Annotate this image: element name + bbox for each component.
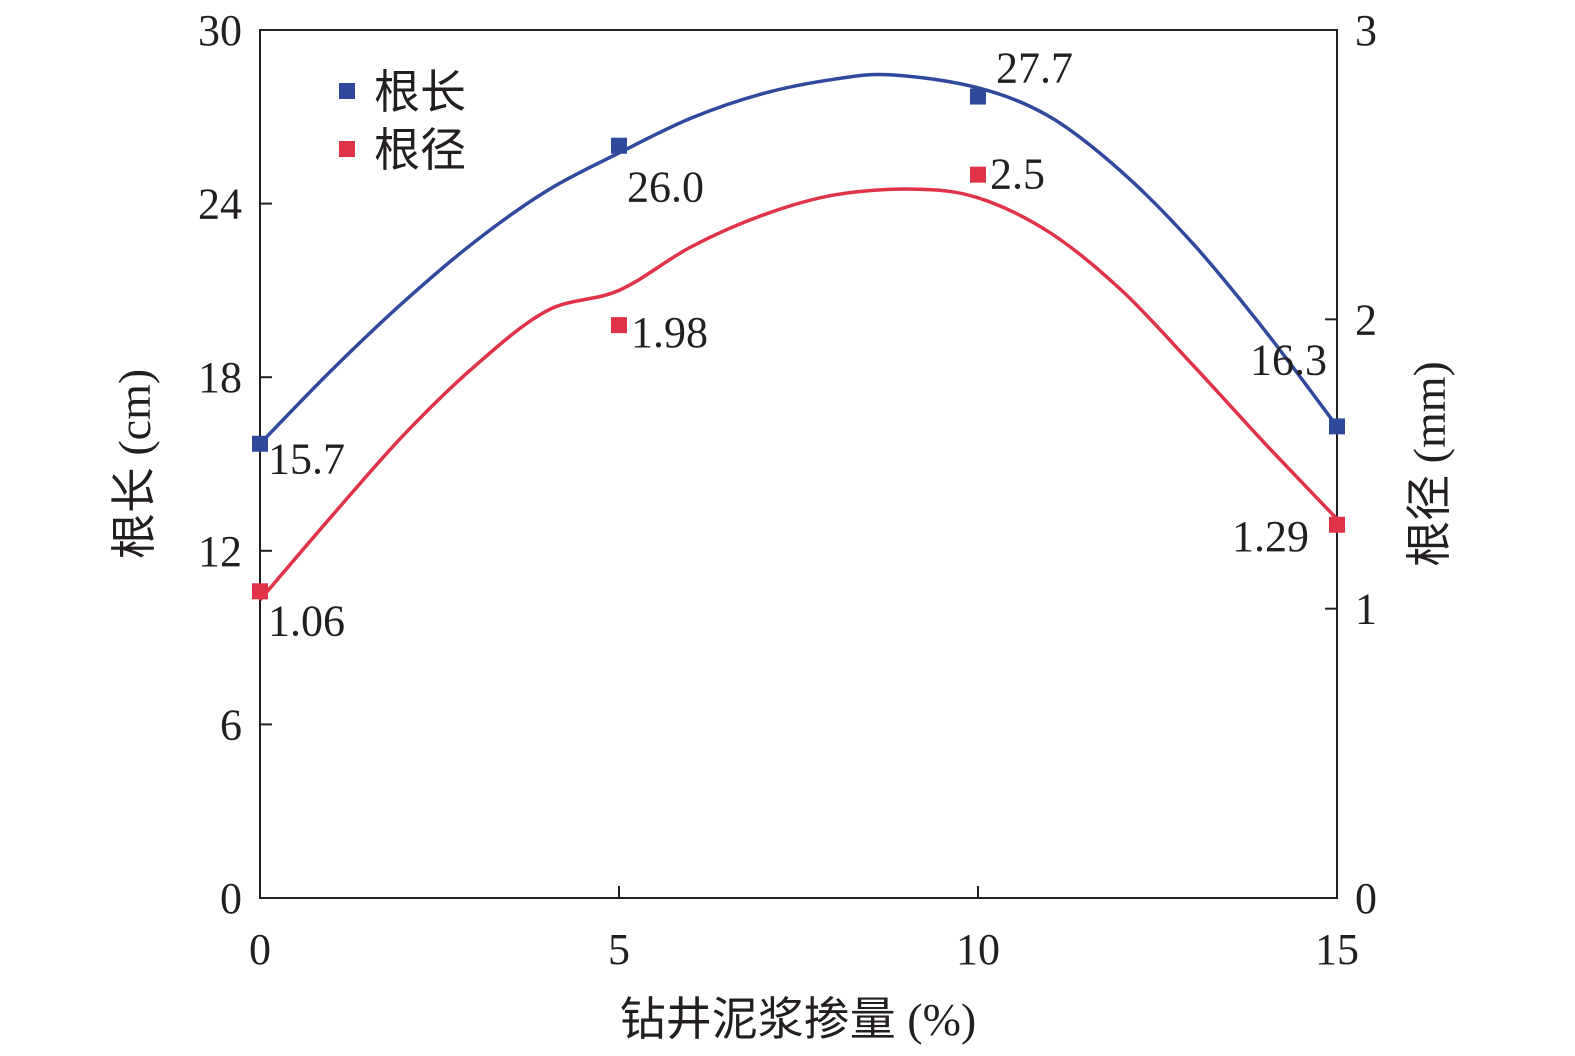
- x-tick-label: 15: [1315, 925, 1359, 974]
- marker-root-diameter-point: [611, 317, 627, 334]
- x-tick-label: 0: [249, 925, 271, 974]
- data-label-root-length: 27.7: [996, 44, 1073, 93]
- left-y-axis-title: 根长 (cm): [109, 369, 160, 559]
- left-y-tick-label: 18: [198, 353, 242, 402]
- legend-label-root-diameter: 根径: [374, 125, 466, 176]
- left-y-tick-label: 6: [220, 700, 242, 749]
- right-y-tick-label: 2: [1355, 295, 1377, 344]
- marker-root-length-point: [970, 88, 986, 105]
- marker-root-diameter-point: [970, 166, 986, 183]
- left-y-tick-label: 30: [198, 6, 242, 55]
- x-axis-title: 钻井泥浆掺量 (%): [620, 994, 976, 1045]
- legend-marker-root-length: [339, 83, 355, 99]
- fit-curve-root-diameter: [258, 187, 1339, 602]
- fit-curve-root-length: [258, 72, 1339, 445]
- marker-root-length-point: [611, 137, 627, 154]
- legend: 根长 根径: [339, 67, 466, 176]
- data-label-root-diameter: 1.98: [631, 308, 708, 357]
- marker-root-length-point: [252, 435, 268, 452]
- data-label-root-length: 15.7: [268, 435, 345, 484]
- marker-root-diameter-point: [1329, 516, 1345, 533]
- right-y-tick-label: 3: [1355, 6, 1377, 55]
- right-y-tick-label: 1: [1355, 585, 1377, 634]
- marker-root-length-point: [1329, 418, 1345, 435]
- fit-curves: [258, 72, 1339, 602]
- right-y-axis-title: 根径 (mm): [1404, 361, 1455, 567]
- left-y-axis-ticks: 0 6 12 18 24 30: [198, 6, 272, 923]
- left-y-tick-label: 0: [220, 874, 242, 923]
- data-markers: [252, 88, 1345, 600]
- plot-area-frame: [259, 29, 1338, 899]
- right-y-axis-ticks: 0 1 2 3: [1325, 6, 1377, 923]
- data-label-root-diameter: 1.06: [268, 596, 345, 645]
- data-label-root-length: 26.0: [627, 163, 704, 212]
- right-y-tick-label: 0: [1355, 874, 1377, 923]
- left-y-tick-label: 24: [198, 180, 242, 229]
- data-label-root-diameter: 2.5: [990, 150, 1045, 199]
- left-y-tick-label: 12: [198, 527, 242, 576]
- x-tick-label: 10: [956, 925, 1000, 974]
- data-label-root-diameter: 1.29: [1232, 512, 1309, 561]
- marker-root-diameter-point: [252, 583, 268, 600]
- x-axis-ticks: 0 5 10 15: [249, 886, 1359, 974]
- data-label-root-length: 16.3: [1250, 335, 1327, 384]
- x-tick-label: 5: [608, 925, 630, 974]
- data-labels: 15.7 26.0 27.7 16.3 1.06 1.98 2.5 1.29: [268, 44, 1327, 646]
- legend-marker-root-diameter: [339, 141, 355, 157]
- legend-label-root-length: 根长: [374, 67, 466, 118]
